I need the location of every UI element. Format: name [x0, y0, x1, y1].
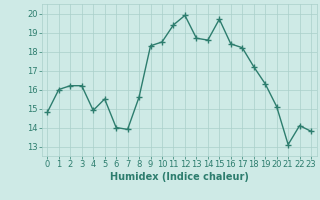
X-axis label: Humidex (Indice chaleur): Humidex (Indice chaleur) — [110, 172, 249, 182]
